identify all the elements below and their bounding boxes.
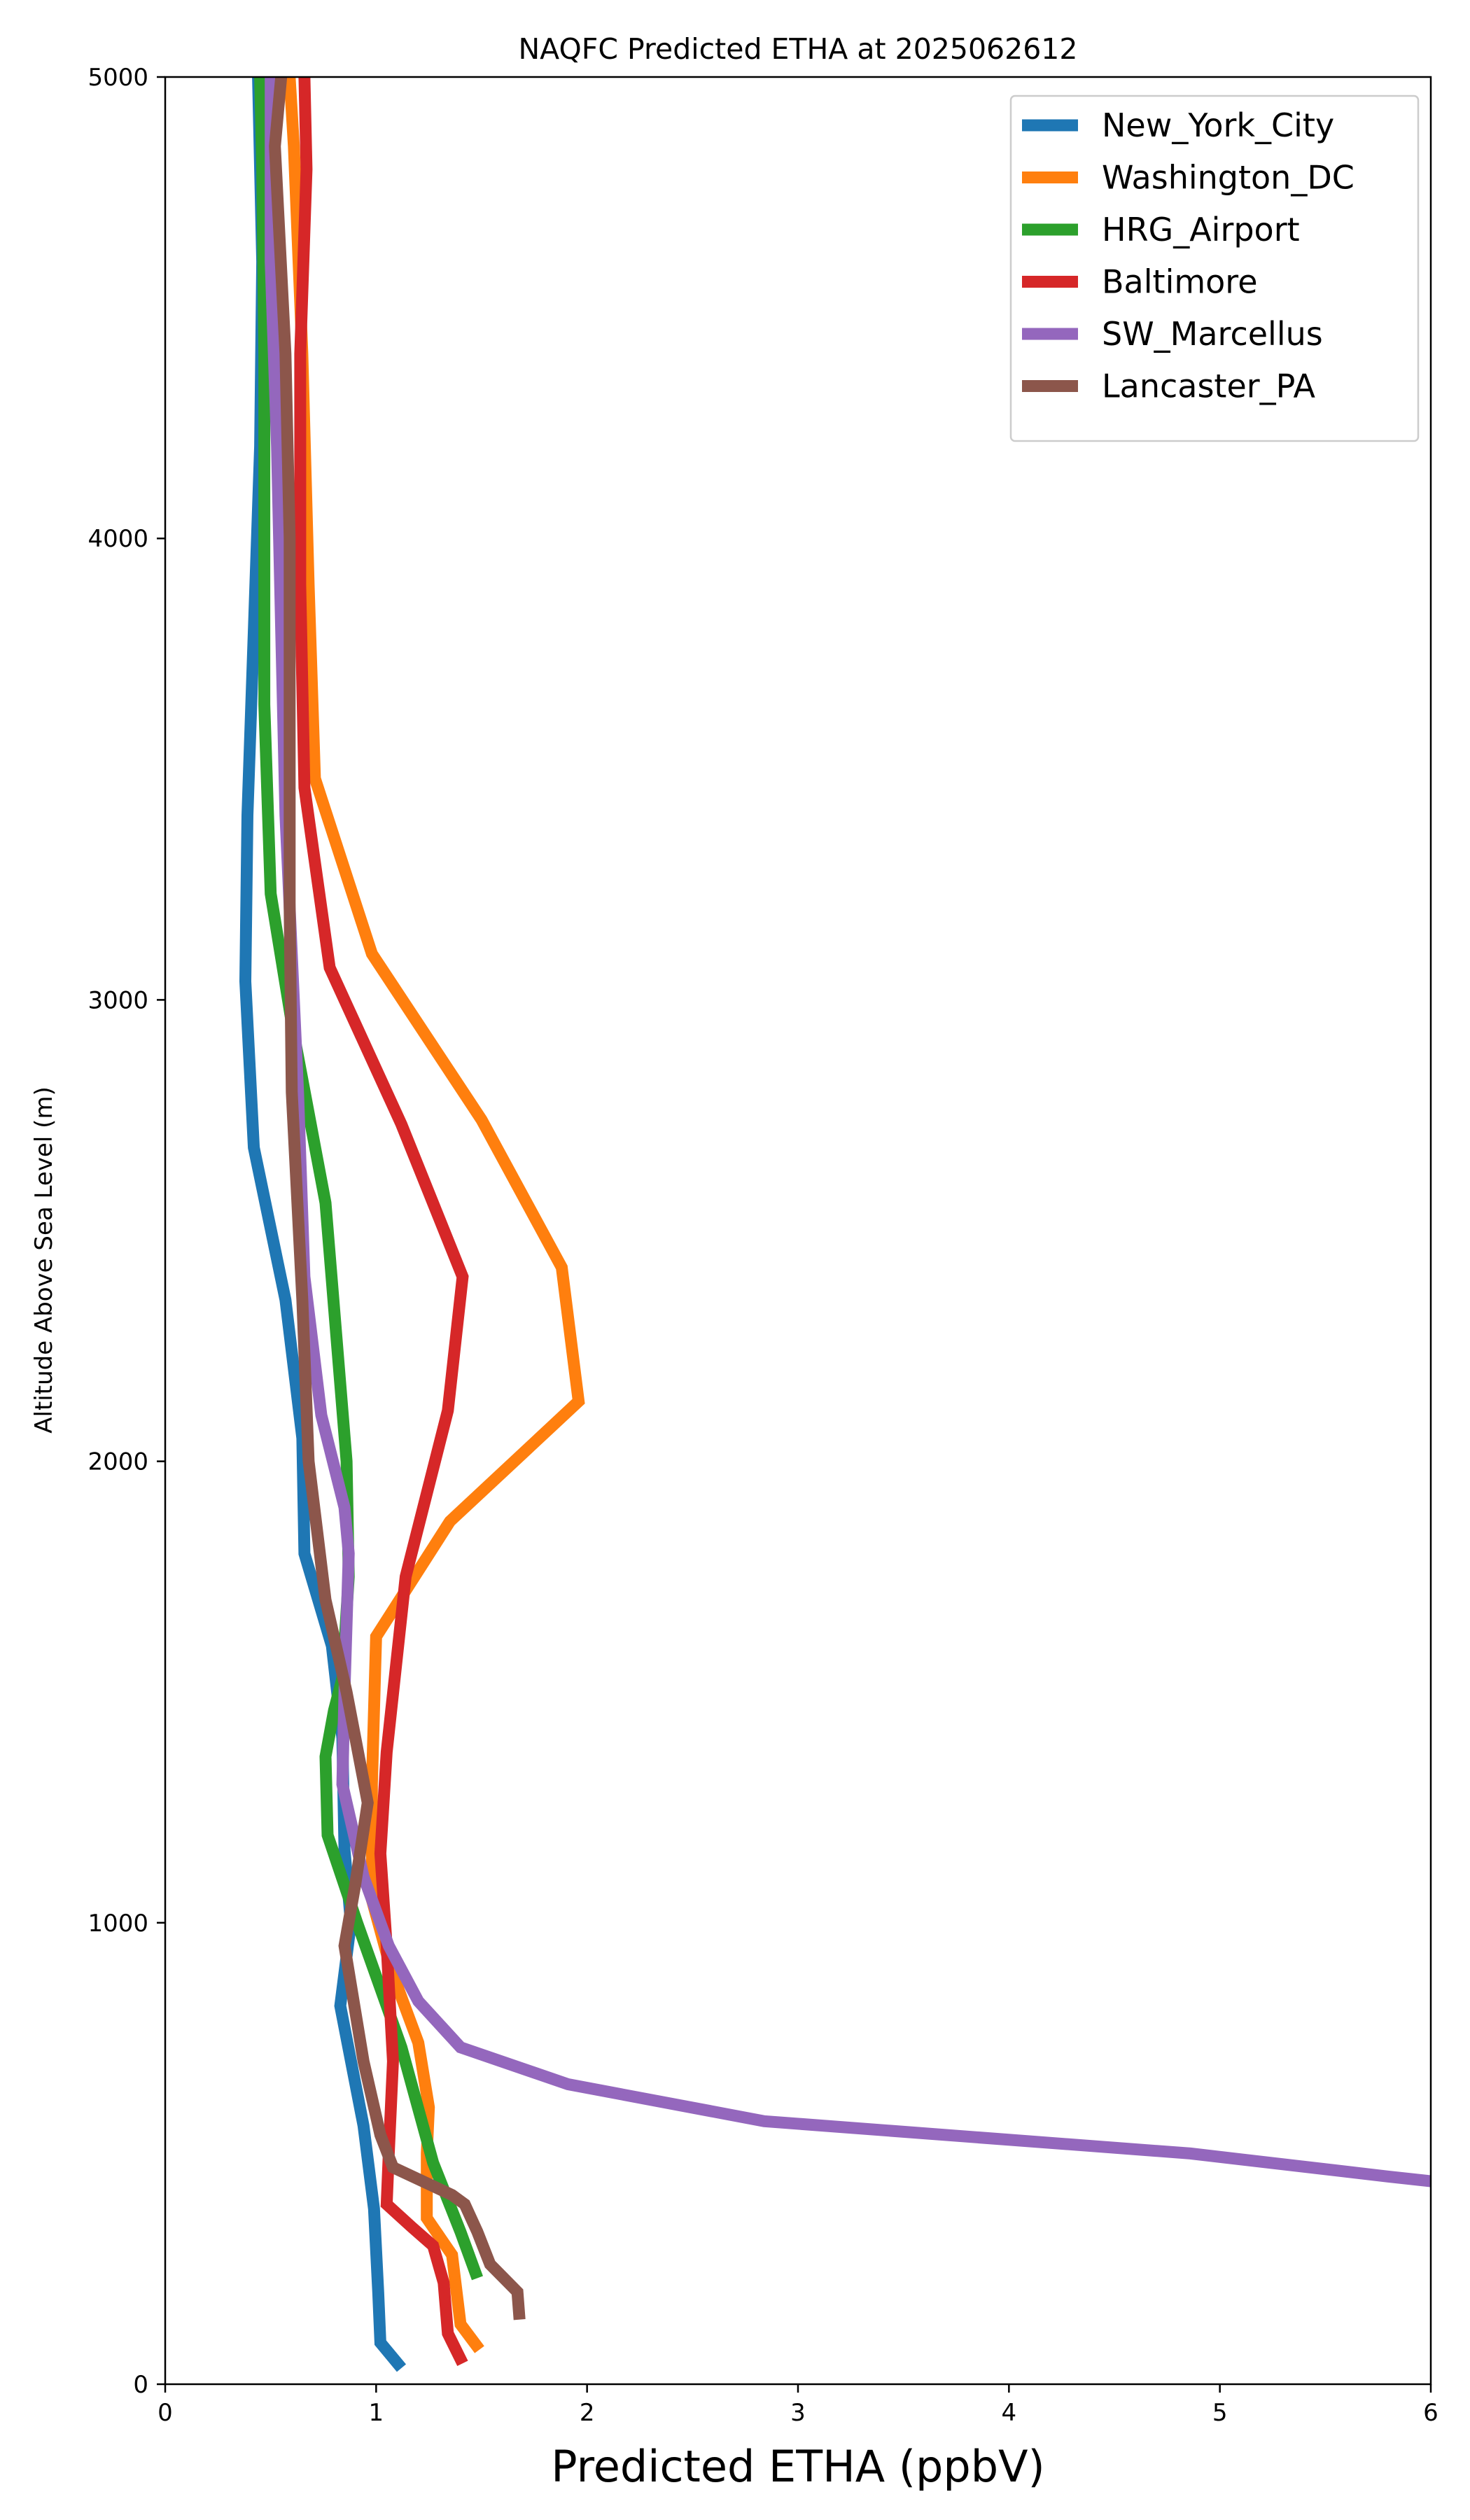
x-tick-label: 5	[1212, 2399, 1228, 2427]
series-line-washington-dc	[284, 77, 585, 2353]
x-tick-label: 0	[158, 2399, 173, 2427]
series-line-sw-marcellus	[265, 77, 1431, 2188]
y-tick-label: 0	[133, 2371, 148, 2399]
series-line-baltimore	[294, 77, 469, 2367]
legend-label-washington-dc: Washington_DC	[1102, 159, 1354, 197]
legend-label-lancaster-pa: Lancaster_PA	[1102, 368, 1315, 405]
y-tick-label: 3000	[88, 986, 148, 1014]
legend-frame	[1009, 94, 1420, 442]
series-line-new-york-city	[239, 77, 407, 2372]
series-layer	[239, 77, 1431, 2372]
x-tick-label: 3	[790, 2399, 806, 2427]
legend-label-baltimore: Baltimore	[1102, 263, 1258, 301]
chart-title: NAQFC Predicted ETHA at 2025062612	[519, 32, 1078, 66]
x-tick-label: 1	[369, 2399, 384, 2427]
x-tick-label: 6	[1423, 2399, 1438, 2427]
y-tick-label: 5000	[88, 64, 148, 92]
y-axis-label: Altitude Above Sea Level (m)	[30, 1086, 58, 1434]
legend-label-sw-marcellus: SW_Marcellus	[1102, 315, 1323, 353]
axes-layer: 0 1 2 3 4 5 6 0 1000 2000 3000 4000 5000	[88, 64, 1438, 2427]
x-tick-label: 2	[580, 2399, 595, 2427]
series-line-lancaster-pa	[269, 77, 526, 2320]
y-tick-label: 4000	[88, 525, 148, 553]
x-axis-label: Predicted ETHA (ppbV)	[551, 2441, 1044, 2492]
legend-label-hrg-airport: HRG_Airport	[1102, 211, 1300, 248]
legend: New_York_City Washington_DC HRG_Airport Bal…	[1009, 94, 1420, 442]
x-tick-label: 4	[1002, 2399, 1017, 2427]
y-tick-label: 1000	[88, 1910, 148, 1938]
legend-label-new-york-city: New_York_City	[1102, 106, 1334, 144]
y-tick-label: 2000	[88, 1448, 148, 1476]
